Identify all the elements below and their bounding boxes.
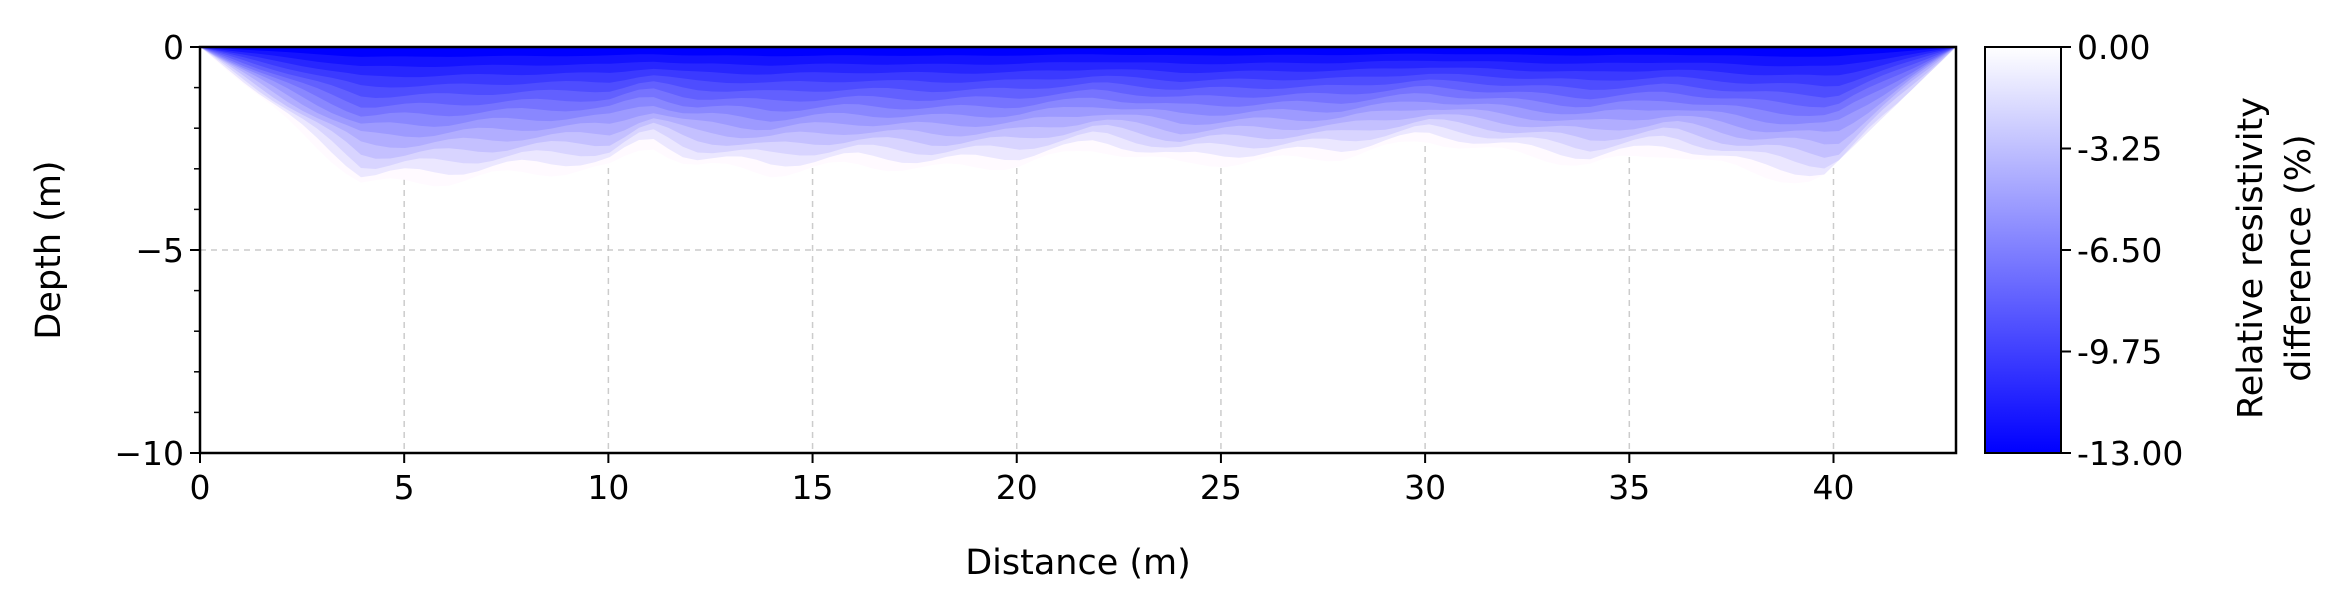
x-tick-label-4: 20 bbox=[996, 468, 1038, 507]
x-tick-label-6: 30 bbox=[1404, 468, 1446, 507]
colorbar-tick-label-4: -13.00 bbox=[2077, 434, 2183, 473]
x-tick-label-7: 35 bbox=[1608, 468, 1650, 507]
x-axis-ticks: 0 5 10 15 20 25 30 35 40 bbox=[190, 453, 1854, 507]
x-tick-label-3: 15 bbox=[792, 468, 834, 507]
y-axis-label: Depth (m) bbox=[29, 160, 69, 339]
colorbar-tick-label-2: -6.50 bbox=[2077, 231, 2162, 270]
x-tick-label-0: 0 bbox=[190, 468, 211, 507]
y-tick-label-1: −5 bbox=[135, 231, 184, 270]
colorbar bbox=[1984, 46, 2062, 454]
contour-band-0 bbox=[200, 47, 1956, 57]
y-axis-ticks: 0 −5 −10 bbox=[114, 28, 200, 473]
x-tick-label-8: 40 bbox=[1812, 468, 1854, 507]
contour-fill bbox=[200, 47, 1956, 187]
colorbar-tick-label-3: -9.75 bbox=[2077, 333, 2162, 372]
colorbar-tick-label-0: 0.00 bbox=[2077, 28, 2150, 67]
x-tick-label-1: 5 bbox=[394, 468, 415, 507]
x-tick-label-2: 10 bbox=[587, 468, 629, 507]
colorbar-label-line1: Relative resistivity bbox=[2231, 97, 2271, 419]
colorbar-label-line2: difference (%) bbox=[2279, 134, 2319, 381]
y-tick-label-0: 0 bbox=[163, 28, 184, 67]
colorbar-ticks: 0.00 -3.25 -6.50 -9.75 -13.00 bbox=[2061, 28, 2183, 473]
x-axis-label: Distance (m) bbox=[965, 543, 1191, 583]
colorbar-tick-label-1: -3.25 bbox=[2077, 130, 2162, 169]
x-tick-label-5: 25 bbox=[1200, 468, 1242, 507]
y-tick-label-2: −10 bbox=[114, 434, 184, 473]
